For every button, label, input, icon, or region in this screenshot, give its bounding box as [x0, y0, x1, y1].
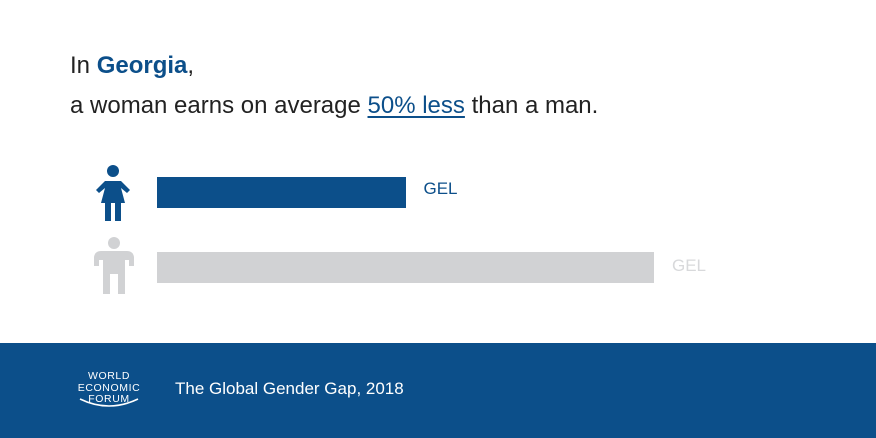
man-icon [94, 237, 134, 294]
headline-line-1: In Georgia, [70, 46, 598, 86]
headline: In Georgia, a woman earns on average 50%… [70, 46, 598, 126]
logo-word-3: FORUM [88, 393, 130, 405]
logo-word-2: ECONOMIC [77, 381, 141, 394]
bar-man [157, 252, 654, 283]
bar-woman-label: GEL [423, 179, 458, 198]
woman-icon [96, 165, 130, 221]
footer: WORLD ECONOMIC FORUM The Global Gender G… [0, 343, 876, 438]
logo-word-1: WORLD [87, 370, 131, 382]
headline-prefix: In [70, 52, 97, 79]
headline-line-2: a woman earns on average 50% less than a… [70, 86, 598, 126]
headline-line2-suffix: than a man. [464, 92, 599, 119]
pay-gap-stat-link[interactable]: 50% less [367, 92, 465, 119]
headline-comma: , [187, 52, 195, 79]
headline-line2-prefix: a woman earns on average [70, 92, 368, 119]
country-name: Georgia [96, 52, 188, 79]
source-citation: The Global Gender Gap, 2018 [175, 379, 404, 398]
bar-woman [157, 177, 406, 208]
logo-arc-icon [79, 397, 139, 407]
bar-man-label: GEL [672, 256, 707, 275]
wef-logo: WORLD ECONOMIC FORUM [68, 370, 150, 409]
